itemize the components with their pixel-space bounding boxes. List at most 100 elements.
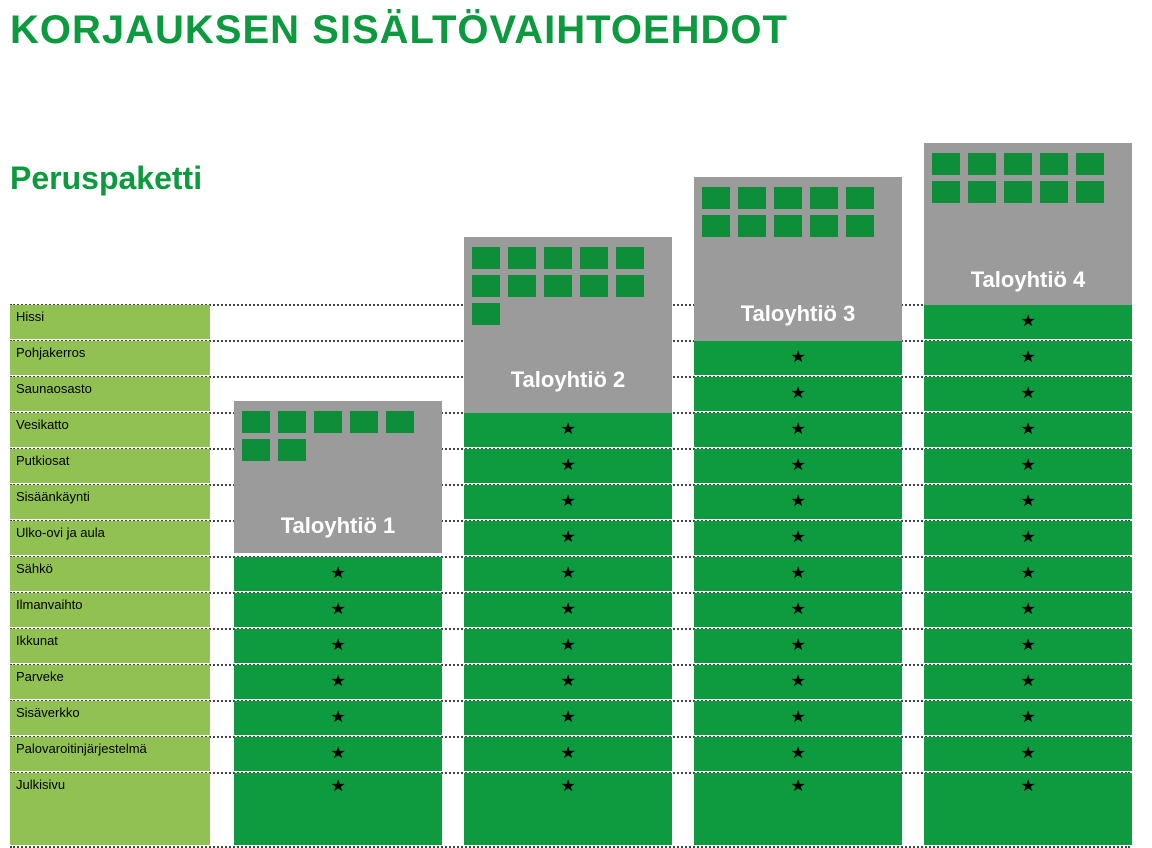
data-cell: ★ [464, 665, 672, 699]
star-icon: ★ [330, 566, 346, 582]
star-icon: ★ [1020, 386, 1036, 402]
row-label-text: Sisäverkko [16, 705, 80, 720]
roof-window [508, 247, 536, 269]
roof-window [1076, 153, 1104, 175]
star-icon: ★ [1020, 458, 1036, 474]
data-cell: ★ [924, 449, 1132, 483]
star-icon: ★ [1020, 779, 1036, 795]
row-label: Ulko-ovi ja aula [10, 521, 210, 555]
roof-window [810, 215, 838, 237]
roof-window [580, 275, 608, 297]
roof-window [932, 153, 960, 175]
data-cell: ★ [234, 665, 442, 699]
star-icon: ★ [560, 638, 576, 654]
star-icon: ★ [1020, 674, 1036, 690]
data-cell: ★ [694, 593, 902, 627]
roof-windows [464, 247, 672, 325]
roof-window [314, 411, 342, 433]
data-cell: ★ [924, 701, 1132, 735]
roof-window [774, 215, 802, 237]
data-cell: ★ [464, 485, 672, 519]
roof-window [544, 275, 572, 297]
building-column: Taloyhtiö 2★★★★★★★★★★★ [464, 0, 672, 848]
row-label-text: Pohjakerros [16, 345, 85, 360]
star-icon: ★ [330, 674, 346, 690]
star-icon: ★ [560, 422, 576, 438]
row-label: Putkiosat [10, 449, 210, 483]
roof-window [968, 181, 996, 203]
star-icon: ★ [1020, 314, 1036, 330]
roof-window [932, 181, 960, 203]
subtitle: Peruspaketti [10, 160, 202, 197]
data-cell: ★ [694, 377, 902, 411]
roof-window [1004, 181, 1032, 203]
data-cell: ★ [234, 701, 442, 735]
data-cell: ★ [464, 557, 672, 591]
star-icon: ★ [790, 746, 806, 762]
star-icon: ★ [1020, 566, 1036, 582]
data-cell: ★ [694, 629, 902, 663]
data-cell: ★ [464, 773, 672, 845]
row-label-text: Ulko-ovi ja aula [16, 525, 105, 540]
star-icon: ★ [560, 746, 576, 762]
star-icon: ★ [1020, 530, 1036, 546]
roof-window [616, 275, 644, 297]
star-icon: ★ [1020, 602, 1036, 618]
roof-window [738, 215, 766, 237]
row-label-text: Vesikatto [16, 417, 69, 432]
star-icon: ★ [560, 566, 576, 582]
building-roof: Taloyhtiö 1 [234, 401, 442, 553]
building-name: Taloyhtiö 2 [464, 367, 672, 393]
row-label-text: Ikkunat [16, 633, 58, 648]
row-label: Vesikatto [10, 413, 210, 447]
data-cell: ★ [924, 485, 1132, 519]
data-cell: ★ [234, 629, 442, 663]
data-cell: ★ [464, 701, 672, 735]
roof-window [580, 247, 608, 269]
data-cell: ★ [924, 593, 1132, 627]
star-icon: ★ [560, 602, 576, 618]
roof-window [1040, 153, 1068, 175]
data-cell: ★ [694, 701, 902, 735]
data-cell: ★ [694, 413, 902, 447]
data-cell: ★ [924, 665, 1132, 699]
star-icon: ★ [790, 350, 806, 366]
star-icon: ★ [790, 710, 806, 726]
roof-window [738, 187, 766, 209]
data-cell: ★ [234, 773, 442, 845]
row-label: Ikkunat [10, 629, 210, 663]
row-label: Pohjakerros [10, 341, 210, 375]
star-icon: ★ [560, 779, 576, 795]
row-label-text: Julkisivu [16, 777, 65, 792]
data-cell: ★ [694, 557, 902, 591]
building-column: Taloyhtiö 4★★★★★★★★★★★★★★ [924, 0, 1132, 848]
roof-window [278, 411, 306, 433]
roof-window [386, 411, 414, 433]
row-label-text: Palovaroitinjärjestelmä [16, 741, 147, 756]
data-cell: ★ [694, 521, 902, 555]
data-cell: ★ [234, 593, 442, 627]
star-icon: ★ [560, 674, 576, 690]
row-label-text: Putkiosat [16, 453, 69, 468]
roof-window [544, 247, 572, 269]
building-column: Taloyhtiö 3★★★★★★★★★★★★★ [694, 0, 902, 848]
star-icon: ★ [790, 638, 806, 654]
star-icon: ★ [560, 710, 576, 726]
star-icon: ★ [1020, 746, 1036, 762]
star-icon: ★ [790, 458, 806, 474]
data-cell: ★ [464, 521, 672, 555]
building-name: Taloyhtiö 1 [234, 513, 442, 539]
roof-window [508, 275, 536, 297]
roof-windows [924, 153, 1132, 203]
star-icon: ★ [790, 602, 806, 618]
roof-window [1040, 181, 1068, 203]
data-cell: ★ [694, 485, 902, 519]
data-cell: ★ [924, 305, 1132, 339]
data-cell: ★ [924, 341, 1132, 375]
star-icon: ★ [330, 638, 346, 654]
row-label-text: Parveke [16, 669, 64, 684]
row-label-text: Hissi [16, 309, 44, 324]
data-cell: ★ [694, 773, 902, 845]
star-icon: ★ [790, 494, 806, 510]
data-cell: ★ [464, 413, 672, 447]
